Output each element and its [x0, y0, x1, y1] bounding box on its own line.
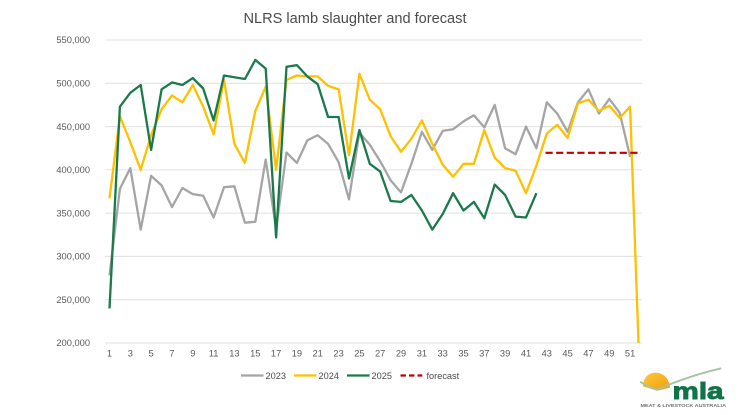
svg-text:27: 27	[375, 349, 385, 359]
svg-text:forecast: forecast	[427, 371, 460, 381]
svg-text:39: 39	[500, 349, 510, 359]
svg-text:33: 33	[438, 349, 448, 359]
svg-text:21: 21	[313, 349, 323, 359]
svg-text:1: 1	[107, 349, 112, 359]
svg-text:29: 29	[396, 349, 406, 359]
svg-text:49: 49	[604, 349, 614, 359]
svg-text:35: 35	[458, 349, 468, 359]
svg-text:43: 43	[542, 349, 552, 359]
svg-text:450,000: 450,000	[56, 122, 90, 132]
svg-text:2023: 2023	[266, 371, 286, 381]
svg-text:23: 23	[333, 349, 343, 359]
svg-text:15: 15	[250, 349, 260, 359]
svg-text:2024: 2024	[319, 371, 339, 381]
svg-text:51: 51	[625, 349, 635, 359]
svg-text:41: 41	[521, 349, 531, 359]
svg-text:9: 9	[190, 349, 195, 359]
svg-text:11: 11	[209, 349, 219, 359]
svg-text:45: 45	[562, 349, 572, 359]
svg-text:3: 3	[128, 349, 133, 359]
svg-text:200,000: 200,000	[56, 338, 90, 348]
svg-text:550,000: 550,000	[56, 35, 90, 45]
svg-text:19: 19	[292, 349, 302, 359]
svg-text:13: 13	[229, 349, 239, 359]
svg-text:31: 31	[417, 349, 427, 359]
svg-text:mla: mla	[673, 378, 725, 404]
svg-text:2025: 2025	[372, 371, 392, 381]
svg-text:250,000: 250,000	[56, 295, 90, 305]
svg-text:MEAT & LIVESTOCK AUSTRALIA: MEAT & LIVESTOCK AUSTRALIA	[641, 403, 727, 409]
svg-text:17: 17	[271, 349, 281, 359]
svg-text:5: 5	[149, 349, 154, 359]
svg-text:25: 25	[354, 349, 364, 359]
svg-text:7: 7	[169, 349, 174, 359]
svg-text:37: 37	[479, 349, 489, 359]
svg-text:350,000: 350,000	[56, 208, 90, 218]
svg-text:400,000: 400,000	[56, 165, 90, 175]
svg-text:NLRS lamb slaughter and foreca: NLRS lamb slaughter and forecast	[243, 11, 466, 27]
svg-text:300,000: 300,000	[56, 252, 90, 262]
svg-text:47: 47	[583, 349, 593, 359]
svg-text:500,000: 500,000	[56, 79, 90, 89]
